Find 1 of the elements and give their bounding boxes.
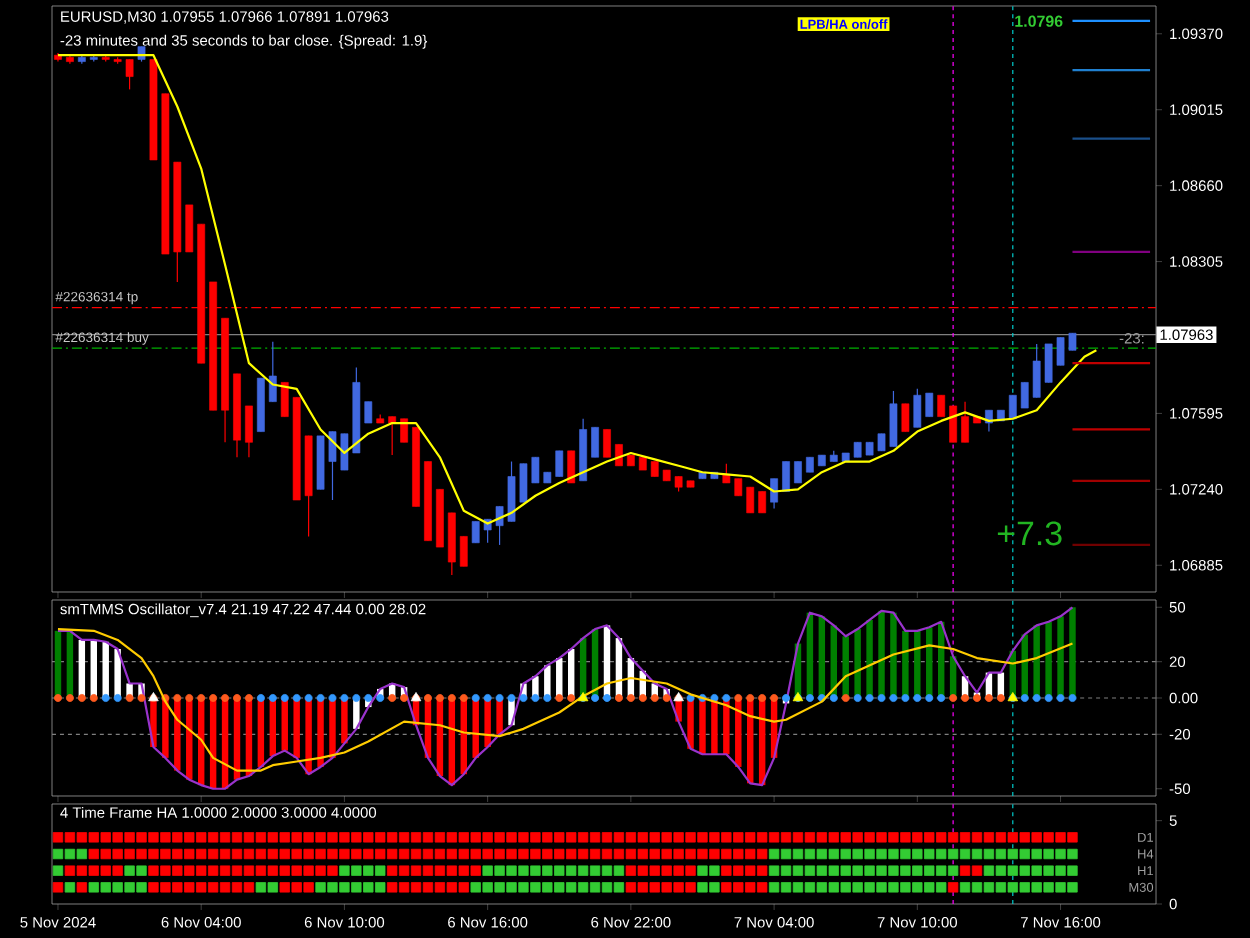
annotation: +7.3 <box>997 521 1062 546</box>
